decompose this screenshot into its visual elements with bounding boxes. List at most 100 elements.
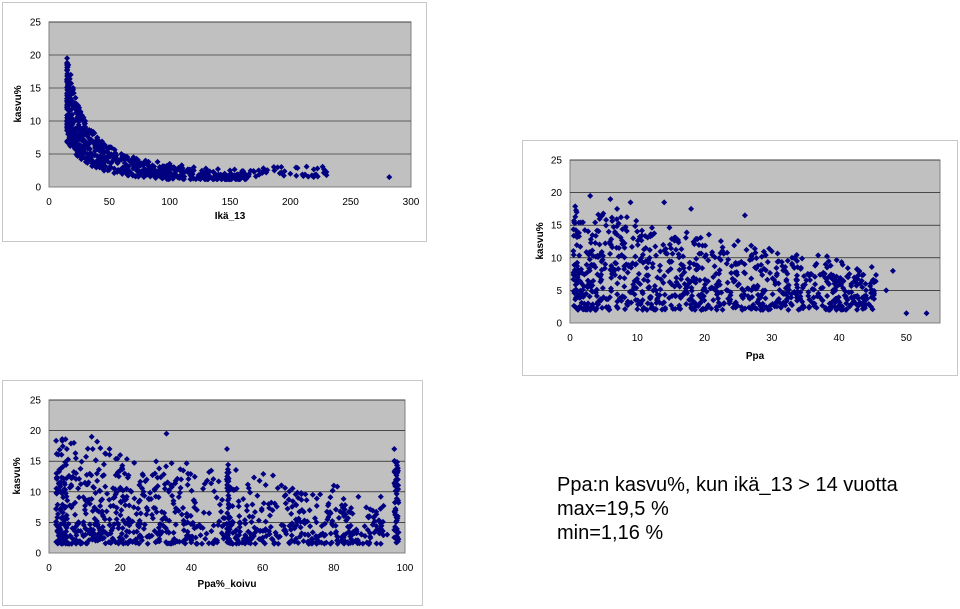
data-point — [700, 306, 707, 313]
data-point — [799, 255, 806, 262]
data-point — [59, 443, 66, 450]
data-point — [266, 505, 273, 512]
data-point — [845, 274, 852, 281]
data-point — [622, 306, 629, 313]
data-point — [66, 107, 73, 114]
data-point — [262, 482, 269, 489]
data-point — [313, 495, 320, 502]
data-point — [77, 465, 84, 472]
data-point — [672, 305, 679, 312]
data-point — [783, 298, 790, 305]
data-point — [178, 476, 185, 483]
data-point — [830, 287, 837, 294]
data-point — [318, 523, 325, 530]
data-point — [211, 175, 218, 182]
data-point — [856, 268, 863, 275]
data-point — [92, 159, 99, 166]
data-point — [55, 480, 62, 487]
data-point — [195, 174, 202, 181]
data-point — [883, 287, 890, 294]
plot-area — [48, 21, 412, 188]
data-point — [240, 173, 247, 180]
data-point — [122, 502, 129, 509]
data-point — [598, 276, 605, 283]
data-point — [632, 261, 639, 268]
data-point — [676, 283, 683, 290]
data-point — [681, 269, 688, 276]
data-point — [315, 533, 322, 540]
data-point — [72, 450, 79, 457]
data-point — [632, 223, 639, 230]
data-point — [165, 540, 172, 547]
data-point — [300, 508, 307, 515]
data-point — [107, 503, 114, 510]
data-point — [720, 250, 727, 257]
data-point — [166, 175, 173, 182]
data-point — [819, 284, 826, 291]
data-point — [789, 302, 796, 309]
data-point — [189, 533, 196, 540]
data-point — [319, 163, 326, 170]
data-point — [666, 224, 673, 231]
data-point — [750, 301, 757, 308]
data-point — [375, 517, 382, 524]
data-point — [126, 522, 133, 529]
x-tick-label: 20 — [699, 333, 711, 344]
data-point — [754, 299, 761, 306]
data-point — [151, 470, 158, 477]
data-point — [661, 291, 668, 298]
data-point — [64, 92, 71, 99]
data-point — [731, 269, 738, 276]
data-point — [87, 154, 94, 161]
data-point — [691, 306, 698, 313]
data-point — [159, 529, 166, 536]
data-point — [149, 472, 156, 479]
data-point — [806, 303, 813, 310]
data-point — [235, 498, 242, 505]
data-point — [613, 303, 620, 310]
data-point — [131, 459, 138, 466]
data-point — [760, 265, 767, 272]
data-point — [766, 245, 773, 252]
x-axis-label: Ppa%_koivu — [198, 579, 257, 590]
data-point — [95, 508, 102, 515]
data-point — [332, 506, 339, 513]
y-tick-label: 5 — [556, 286, 562, 297]
data-point — [839, 261, 846, 268]
data-point — [89, 131, 96, 138]
data-point — [813, 260, 820, 267]
data-point — [112, 539, 119, 546]
data-point — [671, 292, 678, 299]
data-point — [627, 199, 634, 206]
data-point — [621, 283, 628, 290]
data-point — [309, 491, 316, 498]
data-point — [91, 504, 98, 511]
data-point — [53, 505, 60, 512]
data-point — [75, 105, 82, 112]
data-point — [80, 494, 87, 501]
data-point — [648, 301, 655, 308]
data-point — [108, 159, 115, 166]
data-point — [806, 272, 813, 279]
data-point — [340, 495, 347, 502]
data-point — [361, 523, 368, 530]
data-point — [822, 261, 829, 268]
data-point — [247, 540, 254, 547]
data-point — [726, 300, 733, 307]
data-point — [275, 540, 282, 547]
data-point — [193, 523, 200, 530]
data-point — [576, 252, 583, 259]
data-point — [111, 494, 118, 501]
data-point — [769, 301, 776, 308]
data-point — [91, 140, 98, 147]
data-point — [266, 531, 273, 538]
data-point — [84, 445, 91, 452]
data-point — [784, 289, 791, 296]
data-point — [683, 229, 690, 236]
chart-ppa-koivu-panel: 0 5 10 15 20 25 0 20 40 60 80 100 Ppa%_koivu kasvu% — [2, 380, 423, 606]
data-point — [81, 506, 88, 513]
data-point — [136, 481, 143, 488]
data-point — [142, 478, 149, 485]
data-point — [848, 294, 855, 301]
data-point — [211, 488, 218, 495]
